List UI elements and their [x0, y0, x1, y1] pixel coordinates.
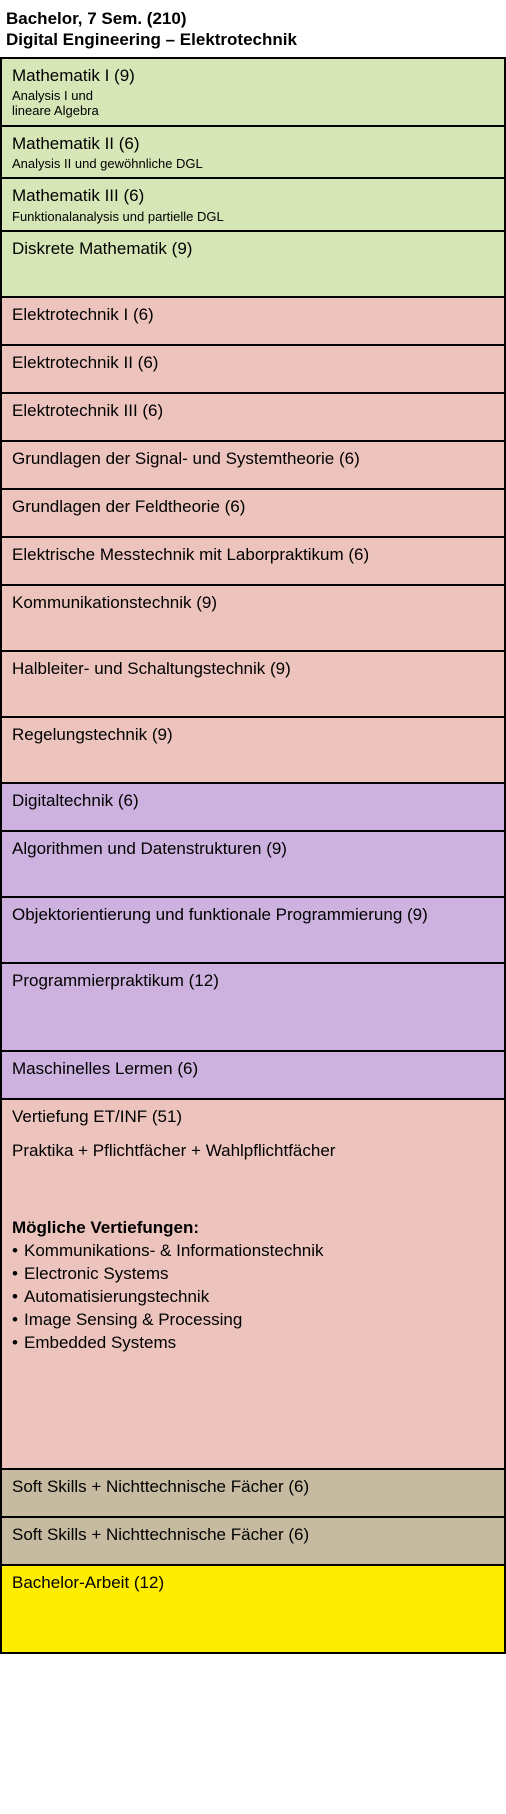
module-title: Vertiefung ET/INF (51) — [12, 1106, 494, 1128]
list-item: Automatisierungstechnik — [12, 1286, 494, 1309]
module-title: Mathematik I (9) — [12, 65, 494, 87]
module-title: Elektrische Messtechnik mit Laborpraktik… — [12, 544, 494, 566]
module-block: Elektrotechnik II (6) — [2, 346, 504, 394]
module-block: Diskrete Mathematik (9) — [2, 232, 504, 298]
module-title: Programmierpraktikum (12) — [12, 970, 494, 992]
module-title: Grundlagen der Signal- und Systemtheorie… — [12, 448, 494, 470]
specializations-list: Kommunikations- & InformationstechnikEle… — [12, 1240, 494, 1355]
module-title: Regelungstechnik (9) — [12, 724, 494, 746]
module-block: Objektorientierung und funktionale Progr… — [2, 898, 504, 964]
module-block: Mathematik III (6) Funktionalanalysis und… — [2, 179, 504, 232]
module-title: Objektorientierung und funktionale Progr… — [12, 904, 494, 926]
module-title: Grundlagen der Feldtheorie (6) — [12, 496, 494, 518]
module-title: Kommunikationstechnik (9) — [12, 592, 494, 614]
header-line-1: Bachelor, 7 Sem. (210) — [6, 8, 500, 29]
list-item: Embedded Systems — [12, 1332, 494, 1355]
list-item: Electronic Systems — [12, 1263, 494, 1286]
module-block: Programmierpraktikum (12) — [2, 964, 504, 1052]
specializations-heading: Mögliche Vertiefungen: — [12, 1218, 494, 1238]
module-block: Grundlagen der Feldtheorie (6) — [2, 490, 504, 538]
module-title: Elektrotechnik II (6) — [12, 352, 494, 374]
module-block: Halbleiter- und Schaltungstechnik (9) — [2, 652, 504, 718]
module-block: Bachelor-Arbeit (12) — [2, 1566, 504, 1654]
module-title: Maschinelles Lermen (6) — [12, 1058, 494, 1080]
module-subtitle: Analysis II und gewöhnliche DGL — [12, 156, 494, 172]
module-block: Elektrotechnik I (6) — [2, 298, 504, 346]
curriculum-plan: Mathematik I (9)Analysis I und lineare A… — [0, 57, 506, 1655]
module-title: Bachelor-Arbeit (12) — [12, 1572, 494, 1594]
module-title: Elektrotechnik III (6) — [12, 400, 494, 422]
module-block: Mathematik I (9)Analysis I und lineare A… — [2, 59, 504, 127]
module-block: Soft Skills + Nichttechnische Fächer (6) — [2, 1470, 504, 1518]
module-block: Soft Skills + Nichttechnische Fächer (6) — [2, 1518, 504, 1566]
module-title: Elektrotechnik I (6) — [12, 304, 494, 326]
module-title: Diskrete Mathematik (9) — [12, 238, 494, 260]
list-item: Image Sensing & Processing — [12, 1309, 494, 1332]
module-block: Grundlagen der Signal- und Systemtheorie… — [2, 442, 504, 490]
module-title: Soft Skills + Nichttechnische Fächer (6) — [12, 1524, 494, 1546]
module-title: Soft Skills + Nichttechnische Fächer (6) — [12, 1476, 494, 1498]
module-subtitle: Funktionalanalysis und partielle DGL — [12, 209, 494, 225]
module-block: Algorithmen und Datenstrukturen (9) — [2, 832, 504, 898]
module-body: Praktika + Pflichtfächer + Wahlpflichtfä… — [12, 1140, 494, 1162]
module-block: Vertiefung ET/INF (51) Praktika + Pflicht… — [2, 1100, 504, 1470]
module-block: Regelungstechnik (9) — [2, 718, 504, 784]
module-subtitle: Analysis I und lineare Algebra — [12, 88, 494, 119]
module-block: Digitaltechnik (6) — [2, 784, 504, 832]
header-line-2: Digital Engineering – Elektrotechnik — [6, 29, 500, 50]
module-block: Mathematik II (6)Analysis II und gewöhnl… — [2, 127, 504, 180]
program-header: Bachelor, 7 Sem. (210) Digital Engineeri… — [0, 0, 506, 57]
module-block: Maschinelles Lermen (6) — [2, 1052, 504, 1100]
module-title: Mathematik II (6) — [12, 133, 494, 155]
list-item: Kommunikations- & Informationstechnik — [12, 1240, 494, 1263]
module-block: Elektrotechnik III (6) — [2, 394, 504, 442]
module-title: Mathematik III (6) — [12, 185, 494, 207]
module-title: Digitaltechnik (6) — [12, 790, 494, 812]
module-block: Kommunikationstechnik (9) — [2, 586, 504, 652]
module-block: Elektrische Messtechnik mit Laborpraktik… — [2, 538, 504, 586]
module-title: Algorithmen und Datenstrukturen (9) — [12, 838, 494, 860]
module-title: Halbleiter- und Schaltungstechnik (9) — [12, 658, 494, 680]
